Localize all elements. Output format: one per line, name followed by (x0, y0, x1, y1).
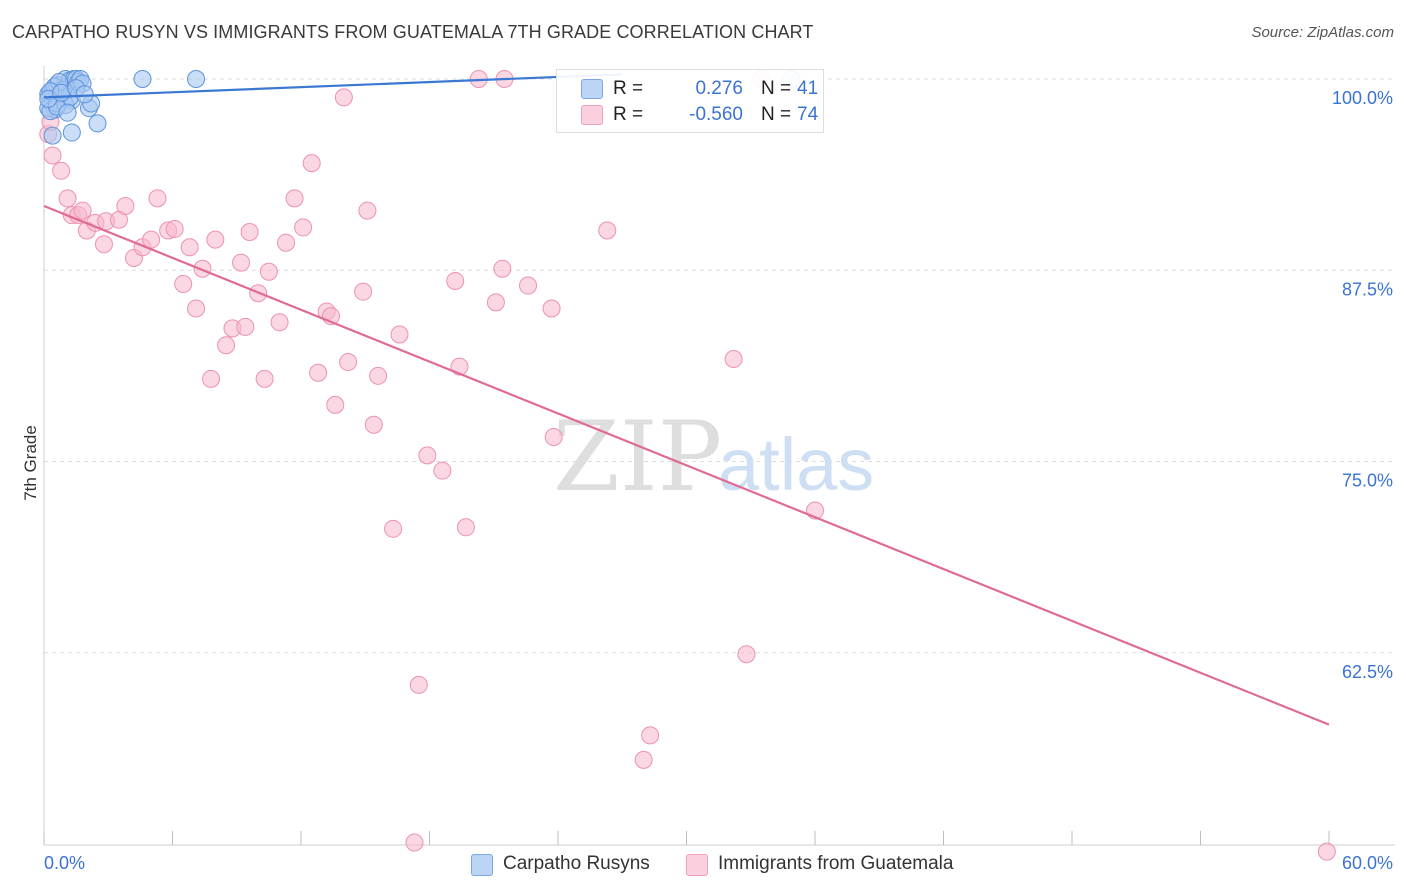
trend-lines (43, 73, 1330, 726)
data-point-guatemala (519, 276, 538, 295)
data-point-guatemala (94, 235, 113, 254)
data-point-guatemala (193, 259, 212, 278)
data-point-guatemala (486, 293, 505, 312)
data-point-guatemala (165, 219, 184, 238)
data-point-guatemala (270, 313, 289, 332)
chart-title: CARPATHO RUSYN VS IMMIGRANTS FROM GUATEM… (12, 22, 814, 42)
legend-swatch-guatemala (581, 105, 603, 125)
data-point-guatemala (277, 233, 296, 252)
data-point-guatemala (384, 519, 403, 538)
data-point-guatemala (116, 196, 135, 215)
data-point-guatemala (217, 336, 236, 355)
data-point-guatemala (202, 369, 221, 388)
data-point-rusyn (52, 83, 71, 102)
data-point-guatemala (187, 299, 206, 318)
data-point-guatemala (634, 750, 653, 769)
data-point-guatemala (174, 275, 193, 294)
data-point-guatemala (142, 230, 161, 249)
data-point-rusyn (62, 123, 81, 142)
data-point-guatemala (58, 189, 77, 208)
data-point-guatemala (236, 317, 255, 336)
legend-r-value: 0.276 (695, 78, 743, 99)
data-point-guatemala (446, 271, 465, 290)
data-point-guatemala (358, 201, 377, 220)
data-point-guatemala (542, 299, 561, 318)
data-point-guatemala (294, 218, 313, 237)
data-point-guatemala (334, 88, 353, 107)
data-point-guatemala (405, 833, 424, 852)
legend-swatch-rusyn (581, 79, 603, 99)
watermark-zip: ZIP (553, 401, 722, 513)
data-point-guatemala (285, 189, 304, 208)
legend-r-label: R = (613, 78, 644, 99)
x-tick-label: 60.0% (1342, 853, 1393, 873)
legend-n-label: N = (761, 104, 792, 125)
series-rusyn-points (39, 70, 801, 145)
data-point-guatemala (598, 221, 617, 240)
data-point-guatemala (309, 363, 328, 382)
trend-line-guatemala (43, 204, 1330, 726)
y-axis-label: 7th Grade (21, 425, 40, 501)
legend-swatch-guatemala (686, 854, 708, 876)
data-point-rusyn (187, 70, 206, 88)
data-point-guatemala (73, 201, 92, 220)
data-point-guatemala (255, 369, 274, 388)
data-point-guatemala (43, 146, 62, 165)
x-tick-label: 0.0% (44, 853, 85, 873)
data-point-guatemala (339, 353, 358, 372)
data-point-guatemala (326, 395, 345, 414)
y-tick-label: 62.5% (1342, 662, 1393, 682)
legend-label-rusyn: Carpatho Rusyns (503, 853, 650, 874)
tick-labels: 62.5% 75.0% 87.5% 100.0% 0.0% 60.0% (44, 88, 1393, 873)
data-point-guatemala (52, 161, 71, 180)
y-tick-label: 75.0% (1342, 471, 1393, 491)
data-point-guatemala (180, 238, 199, 257)
data-point-guatemala (493, 259, 512, 278)
data-point-guatemala (641, 726, 660, 745)
axes (43, 66, 1395, 846)
watermark: ZIP atlas (553, 401, 874, 513)
data-point-guatemala (433, 461, 452, 480)
data-point-rusyn (88, 114, 107, 133)
data-point-rusyn (43, 126, 62, 145)
data-point-guatemala (148, 189, 167, 208)
trend-line-rusyn (43, 73, 623, 99)
legend-swatch-rusyn (471, 854, 493, 876)
watermark-atlas: atlas (718, 423, 874, 506)
data-point-guatemala (259, 262, 278, 281)
y-tick-label: 100.0% (1332, 88, 1393, 108)
data-point-guatemala (456, 518, 475, 537)
data-point-guatemala (369, 366, 388, 385)
legend-n-label: N = (761, 78, 792, 99)
data-point-rusyn (133, 70, 152, 88)
series-legend: Carpatho Rusyns Immigrants from Guatemal… (0, 852, 1406, 878)
y-tick-label: 87.5% (1342, 279, 1393, 299)
data-point-rusyn (58, 103, 77, 122)
data-point-guatemala (206, 230, 225, 249)
legend-n-value: 41 (797, 78, 819, 99)
legend-r-value: -0.560 (689, 104, 743, 125)
data-point-guatemala (409, 675, 428, 694)
data-point-guatemala (354, 282, 373, 301)
grid-lines (44, 78, 1395, 654)
data-point-guatemala (240, 223, 259, 241)
data-point-guatemala (302, 154, 321, 173)
data-point-guatemala (390, 325, 409, 344)
data-point-rusyn (75, 85, 94, 104)
data-point-guatemala (737, 645, 756, 664)
legend-r-label: R = (613, 104, 644, 125)
correlation-legend: R = 0.276 N = 41 R = -0.560 N = 74 (556, 69, 824, 133)
data-point-guatemala (418, 446, 437, 465)
data-point-guatemala (724, 349, 743, 368)
data-point-guatemala (232, 253, 251, 272)
data-point-guatemala (544, 428, 563, 447)
legend-n-value: 74 (797, 104, 819, 125)
data-point-guatemala (364, 415, 383, 434)
legend-label-guatemala: Immigrants from Guatemala (718, 853, 954, 874)
source-label: Source: ZipAtlas.com (1251, 24, 1394, 41)
data-point-guatemala (1317, 842, 1336, 861)
series-guatemala-points (39, 70, 1336, 861)
